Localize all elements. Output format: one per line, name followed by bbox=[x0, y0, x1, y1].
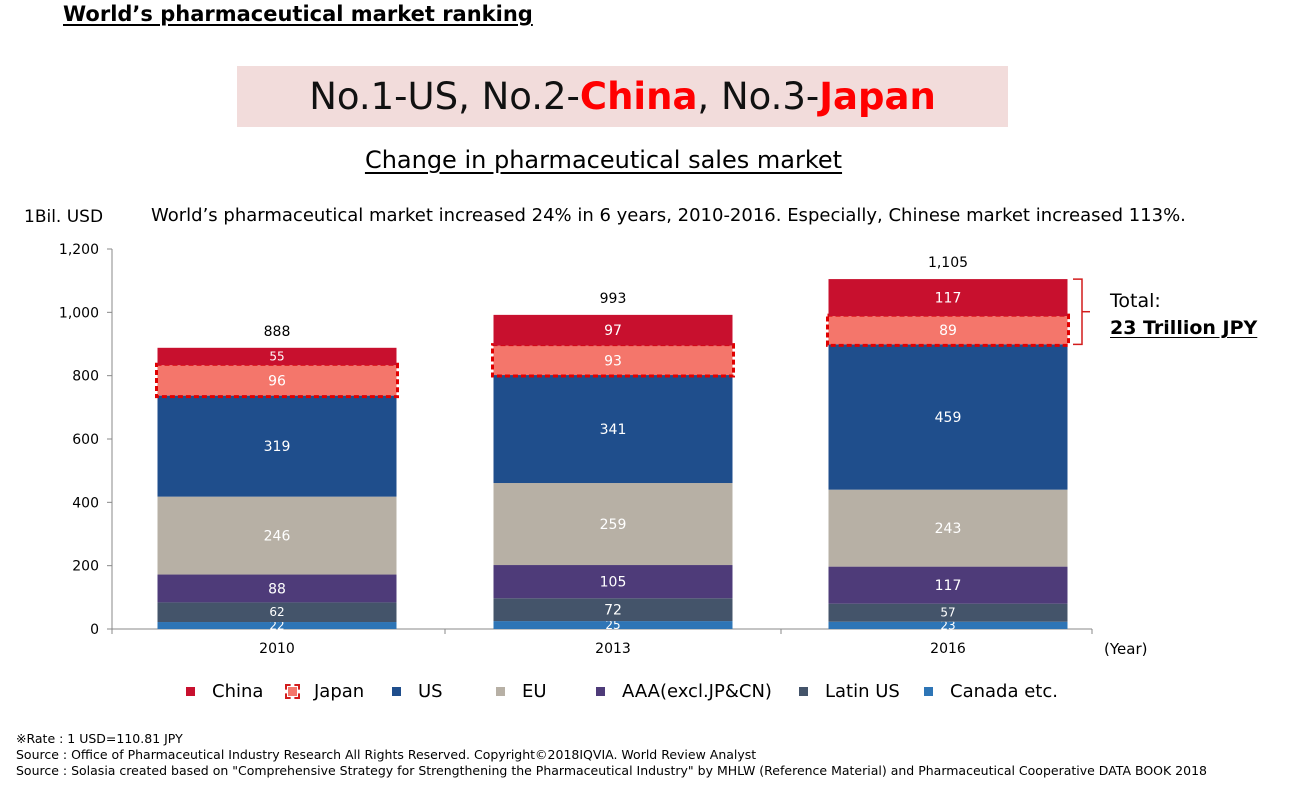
data-label: 97 bbox=[604, 323, 622, 339]
data-label: 93 bbox=[604, 353, 622, 369]
y-tick-label: 0 bbox=[90, 622, 99, 638]
bar-segment-aaa-excl-jp-cn- bbox=[493, 565, 733, 599]
bar-segment-eu bbox=[828, 489, 1068, 567]
page-title: World’s pharmaceutical market ranking bbox=[63, 2, 533, 26]
bar-segment-us bbox=[828, 344, 1068, 490]
x-axis-label: (Year) bbox=[1104, 640, 1147, 658]
headline-banner: No.1-US, No.2-China, No.3-Japan bbox=[237, 66, 1008, 127]
footer-source-iqvia: Source : Office of Pharmaceutical Indust… bbox=[16, 747, 757, 762]
data-label: 88 bbox=[268, 581, 286, 597]
total-callout-line1: Total: bbox=[1110, 290, 1161, 312]
data-label: 117 bbox=[935, 578, 962, 594]
bar-segment-latin-us bbox=[493, 598, 733, 622]
y-axis-unit-label: 1Bil. USD bbox=[24, 207, 104, 227]
data-label: 105 bbox=[600, 575, 627, 591]
bar-segment-aaa-excl-jp-cn- bbox=[157, 574, 397, 603]
y-tick-label: 1,200 bbox=[59, 242, 99, 258]
legend-label: China bbox=[212, 680, 264, 702]
legend-item-us: US bbox=[392, 678, 443, 704]
legend-swatch bbox=[392, 686, 401, 696]
legend-label: Canada etc. bbox=[950, 680, 1058, 702]
bar-segment-latin-us bbox=[157, 602, 397, 623]
total-callout-line2: 23 Trillion JPY bbox=[1110, 317, 1258, 339]
footer-source-mhlw: Source : Solasia created based on "Compr… bbox=[16, 763, 1207, 778]
legend-item-latin-us: Latin US bbox=[799, 678, 900, 704]
bar-segment-japan bbox=[157, 365, 397, 396]
data-label: 117 bbox=[935, 291, 962, 307]
y-tick-label: 1,000 bbox=[59, 305, 99, 321]
data-label: 246 bbox=[264, 529, 291, 545]
market-growth-note: World’s pharmaceutical market increased … bbox=[151, 205, 1186, 226]
data-label: 72 bbox=[604, 603, 622, 619]
bar-segment-china bbox=[493, 314, 733, 346]
legend-swatch bbox=[496, 686, 505, 696]
bar-segment-japan bbox=[828, 316, 1068, 345]
bar-segment-aaa-excl-jp-cn- bbox=[828, 566, 1068, 604]
x-tick-label: 2010 bbox=[259, 641, 295, 657]
data-label: 55 bbox=[269, 350, 284, 364]
bar-segment-canada-etc- bbox=[157, 622, 397, 629]
banner-china: China bbox=[579, 75, 698, 118]
legend-item-japan: Japan bbox=[285, 678, 365, 704]
legend-label: EU bbox=[522, 680, 547, 702]
data-label: 25 bbox=[605, 618, 620, 632]
footer-rate: ※Rate : 1 USD=110.81 JPY bbox=[16, 731, 183, 746]
legend-swatch bbox=[596, 686, 605, 696]
bar-segment-eu bbox=[493, 483, 733, 566]
data-label: 23 bbox=[940, 618, 955, 632]
total-bracket bbox=[1073, 278, 1083, 346]
bar-segment-japan bbox=[493, 345, 733, 376]
legend-swatch bbox=[799, 686, 808, 696]
bar-segment-us bbox=[493, 375, 733, 484]
y-tick-label: 200 bbox=[72, 559, 99, 575]
legend-item-china: China bbox=[186, 678, 263, 704]
data-label: 341 bbox=[600, 422, 627, 438]
footer-notes: ※Rate : 1 USD=110.81 JPY Source : Office… bbox=[16, 731, 1207, 779]
bar-total-label: 888 bbox=[264, 324, 291, 340]
bar-segment-china bbox=[828, 279, 1068, 317]
legend-item-aaa-excl-jp-cn-: AAA(excl.JP&CN) bbox=[596, 678, 772, 704]
legend-swatch bbox=[186, 686, 195, 696]
legend-swatch bbox=[924, 686, 933, 696]
bar-segment-canada-etc- bbox=[828, 621, 1068, 629]
banner-text-part1: No.1-US, No.2- bbox=[309, 75, 580, 118]
bar-segment-canada-etc- bbox=[493, 621, 733, 629]
legend-label: AAA(excl.JP&CN) bbox=[622, 680, 772, 702]
data-label: 259 bbox=[600, 517, 627, 533]
japan-total-callout: Total: 23 Trillion JPY bbox=[1110, 288, 1257, 342]
bar-segment-latin-us bbox=[828, 603, 1068, 622]
legend-label: Japan bbox=[314, 680, 365, 702]
bar-segment-eu bbox=[157, 496, 397, 575]
bar-total-label: 993 bbox=[600, 291, 627, 307]
bar-segment-us bbox=[157, 395, 397, 497]
bar-total-label: 1,105 bbox=[928, 255, 968, 271]
bar-segment-china bbox=[157, 347, 397, 366]
x-tick-label: 2016 bbox=[930, 641, 966, 657]
banner-text-part2: , No.3- bbox=[697, 75, 820, 118]
data-label: 319 bbox=[264, 439, 291, 455]
y-tick-label: 600 bbox=[72, 432, 99, 448]
data-label: 57 bbox=[940, 606, 955, 620]
legend-item-canada-etc-: Canada etc. bbox=[924, 678, 1058, 704]
x-tick-label: 2013 bbox=[595, 641, 631, 657]
chart-title: Change in pharmaceutical sales market bbox=[364, 146, 843, 174]
legend-label: Latin US bbox=[825, 680, 900, 702]
data-label: 243 bbox=[935, 521, 962, 537]
data-label: 89 bbox=[939, 323, 957, 339]
data-label: 62 bbox=[269, 605, 284, 619]
legend-swatch bbox=[285, 683, 300, 699]
legend-item-eu: EU bbox=[496, 678, 547, 704]
legend-label: US bbox=[418, 680, 443, 702]
data-label: 459 bbox=[935, 410, 962, 426]
data-label: 96 bbox=[268, 373, 286, 389]
y-tick-label: 400 bbox=[72, 495, 99, 511]
banner-japan: Japan bbox=[819, 75, 936, 118]
y-tick-label: 800 bbox=[72, 369, 99, 385]
